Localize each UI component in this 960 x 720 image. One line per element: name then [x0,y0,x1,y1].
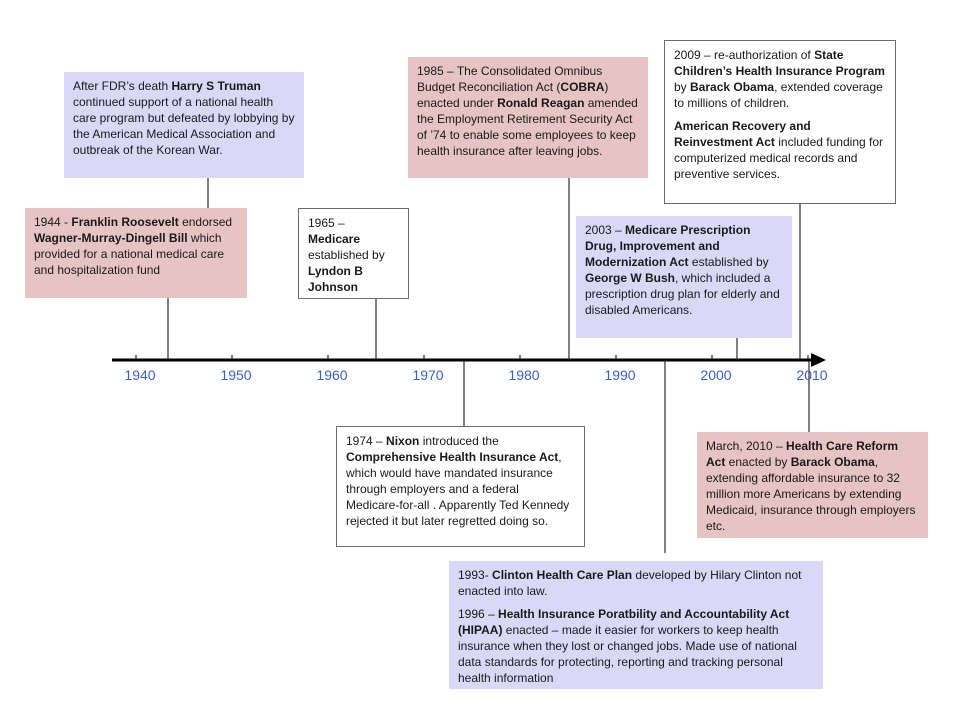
event-truman-text: After FDR’s death Harry S Truman continu… [73,78,295,158]
year-label-1950: 1950 [220,367,251,383]
event-key-term: Wagner-Murray-Dingell Bill [34,231,188,245]
event-paragraph: 1944 - Franklin Roosevelt endorsed Wagne… [34,214,238,278]
event-key-term: Nixon [386,434,420,448]
event-cobra-1985: 1985 – The Consolidated Omnibus Budget R… [408,57,648,178]
event-truman: After FDR’s death Harry S Truman continu… [64,72,304,178]
event-roosevelt-1944: 1944 - Franklin Roosevelt endorsed Wagne… [25,208,247,298]
event-key-term: Clinton Health Care Plan [492,568,633,582]
event-key-term: Lyndon B Johnson [308,264,363,294]
year-label-1960: 1960 [316,367,347,383]
year-labels: 1940 1950 1960 1970 1980 1990 2000 2010 [124,367,827,383]
event-medicare-1965-text: 1965 – Medicare established by Lyndon B … [308,215,399,295]
event-text-run: amended the Employment Retirement Securi… [417,96,638,158]
event-nixon-1974-text: 1974 – Nixon introduced the Comprehensiv… [346,433,575,529]
event-key-term: Health Insurance Poratbility and Account… [458,607,790,637]
event-text-run: developed by Hilary Clinton not enacted … [458,568,802,598]
event-key-term: Medicare Prescription Drug, Improvement … [585,223,751,269]
year-label-2000: 2000 [700,367,731,383]
event-text-run: 1985 – The Consolidated Omnibus Budget R… [417,64,603,94]
event-text-run: 1996 – [458,607,499,621]
event-key-term: George W Bush [585,271,676,285]
event-clinton-hipaa: 1993- Clinton Health Care Plan developed… [449,561,823,689]
year-label-2010: 2010 [796,367,827,383]
event-text-run: established by [688,255,769,269]
event-reform-2010: March, 2010 – Health Care Reform Act ena… [697,432,928,538]
event-roosevelt-1944-text: 1944 - Franklin Roosevelt endorsed Wagne… [34,214,238,278]
event-key-term: Comprehensive Health Insurance Act [346,450,559,464]
event-key-term: Barack Obama [690,80,775,94]
event-text-run: 2009 – re-authorization of [674,48,815,62]
event-text-run: , which included a prescription drug pla… [585,271,780,317]
event-key-term: Medicare [308,232,361,246]
event-text-run: which provided for a national medical ca… [34,231,225,277]
year-label-1980: 1980 [508,367,539,383]
event-key-term: State Children’s Health Insurance Progra… [674,48,885,78]
timeline-arrowhead [811,353,826,367]
event-schip-2009: 2009 – re-authorization of State Childre… [664,40,896,204]
event-paragraph: 1996 – Health Insurance Poratbility and … [458,606,814,686]
event-clinton-hipaa-text: 1993- Clinton Health Care Plan developed… [458,567,814,686]
event-text-run: , extended coverage to millions of child… [674,80,883,110]
event-key-term: Health Care Reform Act [706,439,899,469]
event-cobra-1985-text: 1985 – The Consolidated Omnibus Budget R… [417,63,639,159]
event-paragraph: American Recovery and Reinvestment Act i… [674,118,886,182]
event-text-run: enacted by [725,455,791,469]
event-text-run: 1993- [458,568,493,582]
event-paragraph: 1985 – The Consolidated Omnibus Budget R… [417,63,639,159]
event-paragraph: 2009 – re-authorization of State Childre… [674,47,886,111]
event-key-term: Ronald Reagan [497,96,585,110]
event-text-run: endorsed [178,215,233,229]
event-text-run: After FDR’s death [73,79,172,93]
connectors [167,178,810,553]
year-label-1970: 1970 [412,367,443,383]
event-nixon-1974: 1974 – Nixon introduced the Comprehensiv… [336,426,585,547]
event-text-run: , which would have mandated insurance th… [346,450,570,528]
event-text-run: 1944 - [34,215,72,229]
event-text-run: introduced the [419,434,499,448]
event-text-run: established by [308,248,385,262]
event-medicare-rx-2003: 2003 – Medicare Prescription Drug, Impro… [576,216,792,338]
event-text-run: 1974 – [346,434,387,448]
event-medicare-1965: 1965 – Medicare established by Lyndon B … [298,208,409,299]
event-medicare-rx-2003-text: 2003 – Medicare Prescription Drug, Impro… [585,222,783,318]
event-text-run: enacted – made it easier for workers to … [458,623,797,685]
event-paragraph: 1965 – Medicare established by Lyndon B … [308,215,399,295]
event-key-term: Barack Obama [790,455,875,469]
event-paragraph: 1993- Clinton Health Care Plan developed… [458,567,814,599]
event-key-term: COBRA [560,80,605,94]
event-paragraph: After FDR’s death Harry S Truman continu… [73,78,295,158]
event-text-run: continued support of a national health c… [73,95,295,157]
event-reform-2010-text: March, 2010 – Health Care Reform Act ena… [706,438,919,534]
event-text-run: ) enacted under [417,80,609,110]
event-text-run: 2003 – [585,223,626,237]
event-paragraph: March, 2010 – Health Care Reform Act ena… [706,438,919,534]
event-text-run: included funding for computerized medica… [674,135,883,181]
year-ticks [135,355,809,360]
event-paragraph: 1974 – Nixon introduced the Comprehensiv… [346,433,575,529]
event-text-run: 1965 – [308,216,345,230]
event-text-run: , extending affordable insurance to 32 m… [706,455,916,533]
year-label-1940: 1940 [124,367,155,383]
event-key-term: Harry S Truman [171,79,261,93]
event-text-run: March, 2010 – [706,439,787,453]
event-key-term: American Recovery and Reinvestment Act [674,119,811,149]
event-key-term: Franklin Roosevelt [71,215,179,229]
event-text-run: by [674,80,691,94]
year-label-1990: 1990 [604,367,635,383]
event-paragraph: 2003 – Medicare Prescription Drug, Impro… [585,222,783,318]
event-schip-2009-text: 2009 – re-authorization of State Childre… [674,47,886,182]
